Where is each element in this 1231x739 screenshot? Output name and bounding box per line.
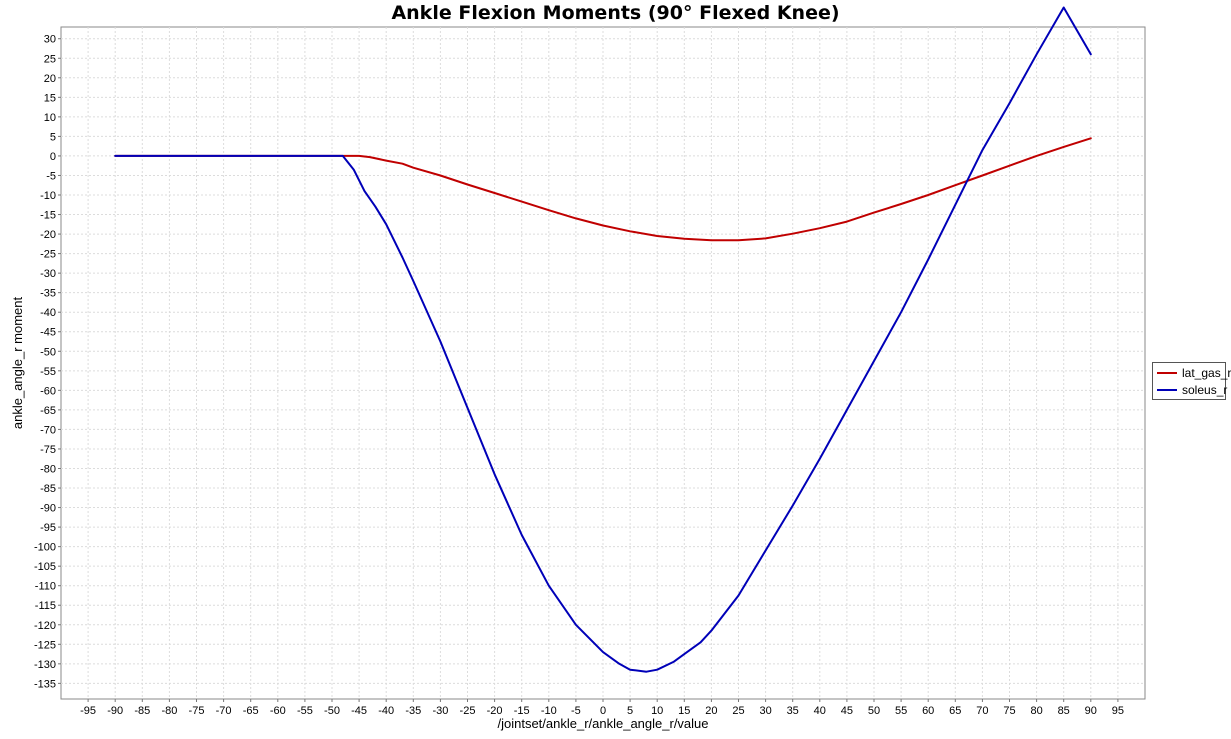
x-tick-label: -95 (80, 705, 96, 717)
y-tick-label: -65 (40, 405, 56, 417)
y-tick-label: -115 (35, 600, 56, 612)
x-tick-label: 70 (976, 705, 988, 717)
series-line-soleus-r (114, 6, 1092, 673)
x-tick-label: 75 (1003, 705, 1015, 717)
y-tick-label: -20 (40, 229, 56, 241)
x-tick-label: 60 (922, 705, 934, 717)
y-tick-label: -35 (40, 288, 56, 300)
x-tick-label: -85 (134, 705, 150, 717)
y-axis: 30 25 20 15 10 5 0 -5 -10 -15 -20 -25 -30 -35 -40 -45 -5… (34, 34, 61, 690)
y-tick-label: -125 (34, 639, 56, 651)
x-tick-label: -20 (487, 705, 503, 717)
y-tick-label: -10 (40, 190, 56, 202)
x-tick-label: -55 (297, 705, 313, 717)
y-tick-label: -95 (40, 522, 56, 534)
y-tick-label: -110 (35, 581, 56, 593)
chart-title: Ankle Flexion Moments (90° Flexed Knee) (391, 2, 840, 24)
legend-swatch-soleus-r (1157, 389, 1177, 391)
x-tick-label: -35 (405, 705, 421, 717)
x-tick-label: 40 (814, 705, 826, 717)
x-tick-label: 20 (705, 705, 717, 717)
x-tick-label: 65 (949, 705, 961, 717)
y-tick-label: -135 (34, 678, 56, 690)
x-tick-label: -15 (514, 705, 530, 717)
series-layer (114, 6, 1092, 673)
x-axis-label: /jointset/ankle_r/ankle_angle_r/value (497, 716, 708, 731)
y-tick-label: -105 (34, 561, 56, 573)
y-tick-label: -45 (40, 327, 56, 339)
grid-layer (61, 27, 1145, 699)
x-tick-label: -70 (216, 705, 232, 717)
x-tick-label: -25 (460, 705, 476, 717)
legend-swatch-lat-gas-r (1157, 372, 1177, 374)
x-tick-label: 85 (1058, 705, 1070, 717)
x-tick-label: -75 (189, 705, 205, 717)
y-tick-label: 0 (50, 151, 56, 163)
x-tick-label: -80 (161, 705, 177, 717)
x-tick-label: 45 (841, 705, 853, 717)
y-tick-label: -80 (40, 463, 56, 475)
x-tick-label: 25 (732, 705, 744, 717)
x-tick-label: -40 (378, 705, 394, 717)
x-tick-label: 55 (895, 705, 907, 717)
legend-item-soleus-r: soleus_r (1157, 382, 1227, 398)
x-tick-label: -65 (243, 705, 259, 717)
x-tick-label: -45 (351, 705, 367, 717)
y-tick-label: 15 (44, 92, 56, 104)
x-tick-label: -50 (324, 705, 340, 717)
x-axis: -95 -90 -85 -80 -75 -70 -65 -60 -55 -50 -45 -40 -35-… (80, 699, 1124, 717)
y-tick-label: -15 (40, 210, 56, 222)
y-axis-label: ankle_angle_r moment (10, 296, 25, 429)
series-line-lat-gas-r (114, 137, 1092, 242)
x-tick-label: 80 (1030, 705, 1042, 717)
chart-legend: lat_gas_r soleus_r (1152, 362, 1231, 400)
y-tick-label: -60 (40, 385, 56, 397)
x-tick-label: -60 (270, 705, 286, 717)
y-tick-label: -85 (40, 483, 56, 495)
legend-label-soleus-r: soleus_r (1182, 383, 1228, 397)
x-tick-label: 35 (787, 705, 799, 717)
legend-item-lat-gas-r: lat_gas_r (1157, 365, 1231, 381)
y-tick-label: -70 (40, 424, 56, 436)
x-tick-label: 90 (1085, 705, 1097, 717)
y-tick-label: -30 (40, 268, 56, 280)
x-tick-label: -90 (107, 705, 123, 717)
y-tick-label: -90 (40, 503, 56, 515)
y-tick-label: 25 (44, 53, 56, 65)
y-tick-label: -5 (46, 170, 56, 182)
y-tick-label: 30 (44, 34, 56, 46)
y-tick-label: -55 (40, 366, 56, 378)
x-tick-label: 50 (868, 705, 880, 717)
x-tick-label: -5 (571, 705, 581, 717)
x-tick-label: 95 (1112, 705, 1124, 717)
y-tick-label: -75 (40, 444, 56, 456)
x-tick-label: 5 (627, 705, 633, 717)
x-tick-label: 10 (651, 705, 663, 717)
y-tick-label: -50 (40, 346, 56, 358)
y-tick-label: 10 (44, 112, 56, 124)
y-tick-label: -120 (34, 620, 56, 632)
y-tick-label: -25 (40, 249, 56, 261)
y-tick-label: 5 (50, 131, 56, 143)
y-tick-label: -100 (34, 542, 56, 554)
x-tick-label: 15 (678, 705, 690, 717)
x-tick-label: 0 (600, 705, 606, 717)
y-tick-label: -130 (34, 659, 56, 671)
x-tick-label: -10 (541, 705, 557, 717)
x-tick-label: 30 (759, 705, 771, 717)
y-tick-label: -40 (40, 307, 56, 319)
y-tick-label: 20 (44, 73, 56, 85)
legend-label-lat-gas-r: lat_gas_r (1182, 366, 1231, 380)
x-tick-label: -30 (432, 705, 448, 717)
